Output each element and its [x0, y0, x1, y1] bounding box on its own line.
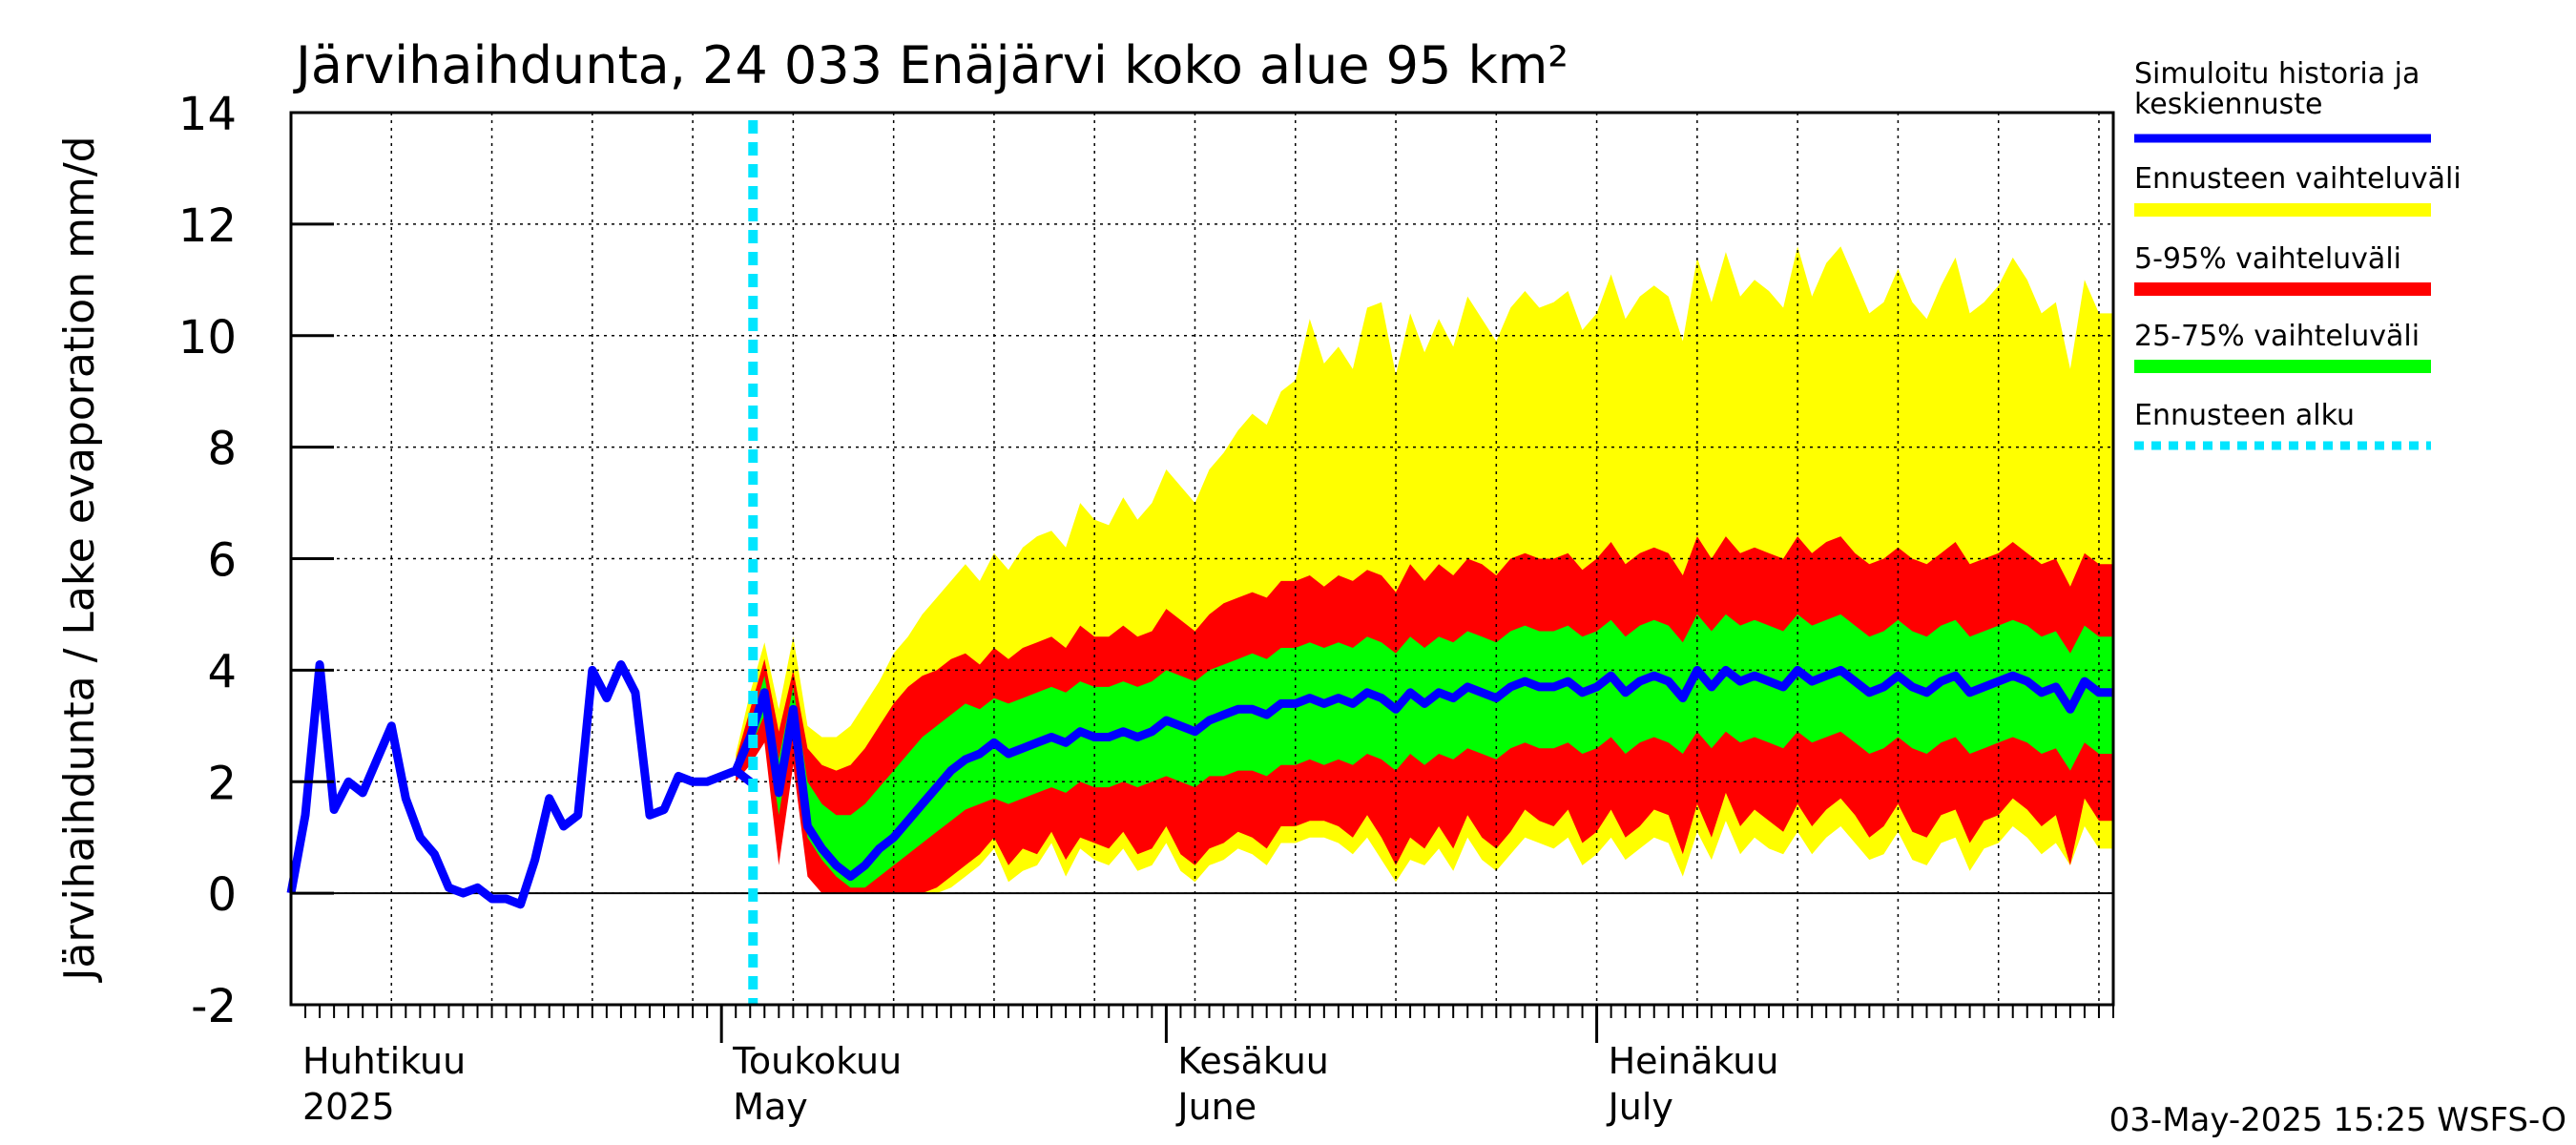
x-month-sublabel: June: [1175, 1086, 1257, 1128]
y-tick-label: 12: [178, 199, 237, 253]
legend-label-history: keskiennuste: [2134, 88, 2322, 121]
x-month-label: Huhtikuu: [302, 1040, 466, 1082]
y-tick-label: 8: [207, 423, 237, 476]
grid-lines: [291, 113, 2113, 1005]
y-tick-label: 2: [207, 757, 237, 810]
forecast-bands: [736, 246, 2114, 894]
x-month-label: Heinäkuu: [1609, 1040, 1779, 1082]
y-tick-label: 10: [178, 311, 237, 364]
y-tick-label: 14: [178, 88, 237, 141]
y-axis-label: Järvihaihdunta / Lake evaporation mm/d: [55, 135, 104, 983]
x-month-sublabel: May: [733, 1086, 808, 1128]
x-month-label: Toukokuu: [732, 1040, 902, 1082]
legend-label-start: Ennusteen alku: [2134, 399, 2355, 432]
legend-label-p5_95: 5-95% vaihteluväli: [2134, 242, 2401, 276]
y-tick-label: 0: [207, 868, 237, 922]
chart-title: Järvihaihdunta, 24 033 Enäjärvi koko alu…: [293, 35, 1568, 95]
data-lines: [286, 120, 2113, 1005]
y-tick-label: 6: [207, 534, 237, 588]
legend-label-p25_75: 25-75% vaihteluväli: [2134, 320, 2420, 353]
y-tick-label: 4: [207, 645, 237, 698]
legend-label-range: Ennusteen vaihteluväli: [2134, 162, 2462, 196]
footer-timestamp: 03-May-2025 15:25 WSFS-O: [2109, 1101, 2566, 1139]
series-history-median: [286, 660, 2113, 909]
legend-label-history: Simuloitu historia ja: [2134, 57, 2420, 91]
x-month-sublabel: July: [1607, 1086, 1673, 1128]
y-tick-label: -2: [191, 980, 237, 1033]
x-month-label: Kesäkuu: [1177, 1040, 1329, 1082]
x-month-sublabel: 2025: [302, 1086, 395, 1128]
